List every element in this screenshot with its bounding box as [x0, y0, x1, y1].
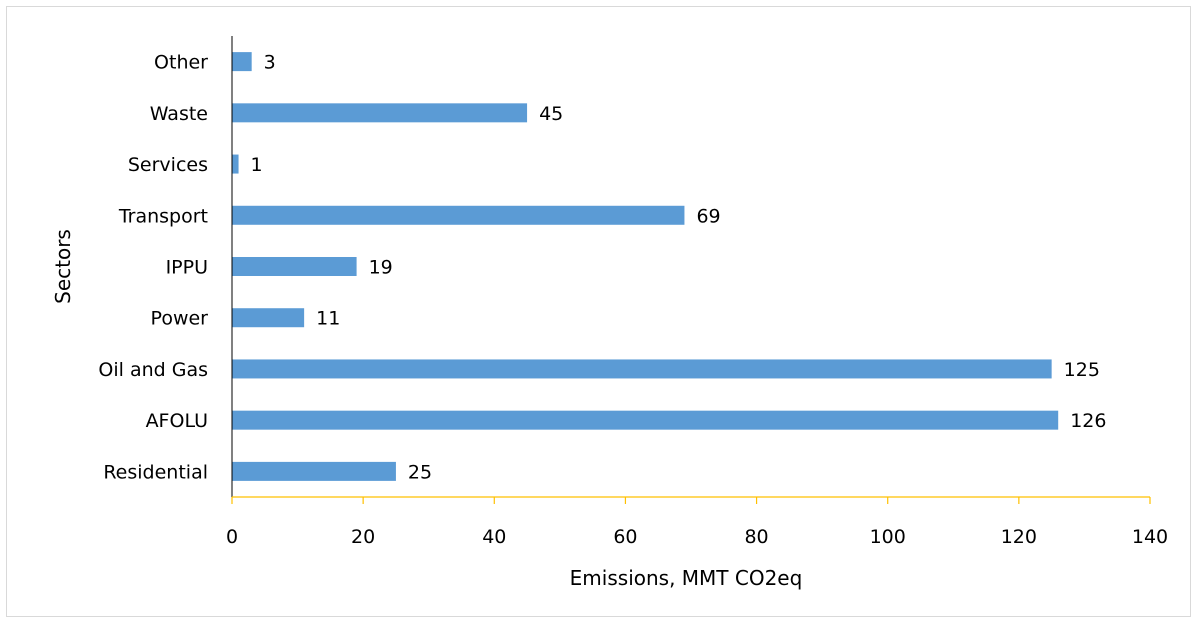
bar-power [232, 308, 305, 328]
bar-waste [232, 103, 528, 123]
bar-other [232, 52, 252, 72]
bar-residential [232, 461, 396, 481]
x-tick-label: 0 [226, 526, 238, 548]
data-label: 3 [264, 52, 276, 74]
data-label: 19 [369, 257, 393, 279]
category-label: Residential [103, 461, 208, 483]
bars-group [232, 52, 1059, 481]
bar-services [232, 154, 239, 174]
category-label: AFOLU [146, 410, 208, 432]
data-label: 126 [1070, 410, 1106, 432]
bar-ippu [232, 257, 357, 276]
data-label: 45 [539, 103, 563, 125]
x-tick-label: 60 [613, 526, 637, 548]
x-tick-label: 40 [482, 526, 506, 548]
x-tick-label: 120 [1001, 526, 1037, 548]
data-label: 1 [251, 154, 263, 176]
x-tick-label: 100 [870, 526, 906, 548]
chart-frame [6, 6, 1191, 617]
data-label: 125 [1064, 359, 1100, 381]
category-label: Oil and Gas [98, 359, 208, 381]
category-labels-group: Residential AFOLU Oil and Gas Power IPPU Tran… [98, 52, 208, 484]
x-tick-label: 20 [351, 526, 375, 548]
category-label: Transport [118, 205, 208, 227]
data-label: 11 [316, 308, 340, 330]
data-label: 69 [696, 205, 720, 227]
x-axis-title: Emissions, MMT CO2eq [570, 566, 803, 590]
x-tick-label: 80 [744, 526, 768, 548]
x-tick-labels-group: 0 20 40 60 80 100 120 140 [226, 526, 1168, 548]
data-label: 25 [408, 461, 432, 483]
category-label: Waste [150, 103, 208, 125]
y-axis-title: Sectors [51, 229, 75, 304]
category-label: IPPU [166, 257, 208, 279]
x-tick-label: 140 [1132, 526, 1168, 548]
data-labels-group: 25 126 125 11 19 69 1 45 3 [251, 52, 1107, 484]
bar-oil-and-gas [232, 359, 1052, 379]
bar-afolu [232, 410, 1059, 430]
x-ticks-group [231, 497, 1151, 504]
category-label: Other [154, 52, 208, 74]
bar-transport [232, 205, 685, 225]
category-label: Power [151, 308, 209, 330]
category-label: Services [128, 154, 208, 176]
